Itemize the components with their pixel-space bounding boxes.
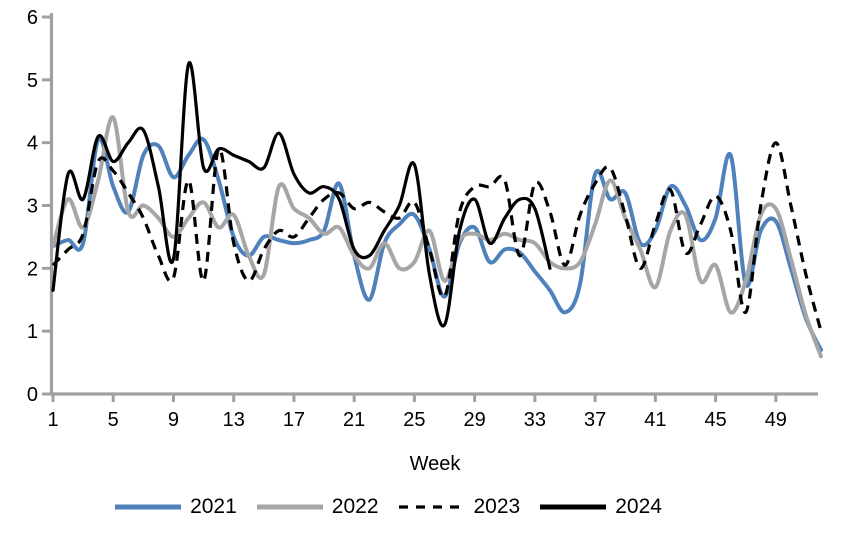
x-tick-label: 45 (704, 409, 726, 431)
x-tick-label: 17 (283, 409, 305, 431)
x-tick-label: 29 (464, 409, 486, 431)
legend-item-2023: 2023 (397, 495, 521, 519)
legend-label-2022: 2022 (331, 495, 379, 518)
y-tick-label: 4 (27, 133, 38, 155)
x-tick-label: 5 (108, 409, 119, 431)
legend-item-2021: 2021 (113, 495, 237, 519)
legend: 2021 2022 2023 2024 (0, 495, 775, 519)
legend-label-2021: 2021 (190, 495, 237, 518)
x-tick-label: 41 (644, 409, 666, 431)
legend-item-2022: 2022 (255, 495, 379, 519)
x-tick-label: 37 (584, 409, 606, 431)
legend-item-2024: 2024 (538, 495, 662, 519)
legend-line-2022-icon (256, 504, 323, 510)
y-tick-label: 3 (27, 196, 38, 218)
y-tick-label: 1 (27, 321, 38, 343)
y-tick-label: 0 (27, 384, 38, 406)
legend-line-2024-icon (540, 504, 607, 510)
series-line-2024 (51, 61, 552, 328)
legend-line-2023-icon (398, 505, 465, 509)
y-tick-label: 6 (27, 7, 38, 29)
x-tick-label: 13 (223, 409, 245, 431)
legend-label-2024: 2024 (615, 495, 662, 518)
y-tick-label: 5 (27, 70, 38, 92)
x-tick-label: 1 (47, 409, 58, 431)
x-axis-title: Week (409, 453, 461, 475)
x-tick-label: 21 (343, 409, 365, 431)
legend-line-2021-icon (115, 504, 182, 510)
y-tick-label: 2 (27, 258, 38, 280)
x-tick-label: 9 (168, 409, 179, 431)
x-tick-label: 49 (765, 409, 787, 431)
legend-label-2023: 2023 (473, 495, 521, 518)
x-tick-label: 33 (524, 409, 546, 431)
x-tick-label: 25 (403, 409, 425, 431)
